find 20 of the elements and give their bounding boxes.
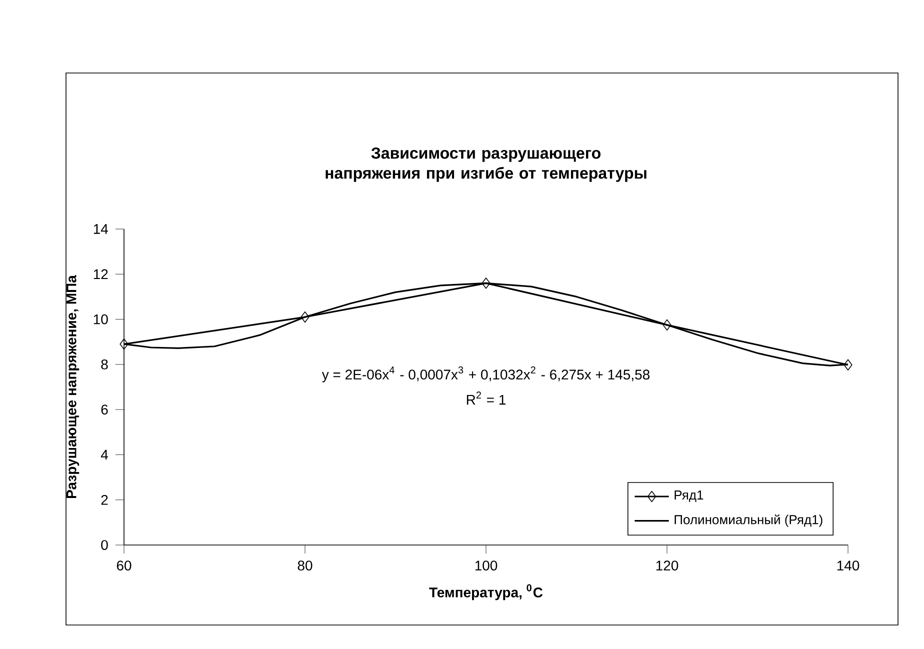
y-tick-label: 8 (101, 359, 108, 370)
x-tick-label: 80 (298, 560, 312, 571)
y-tick-label: 4 (100, 450, 108, 460)
annotation: R$^{2}$ = 1 (466, 392, 506, 405)
annotation: y = 2E-06x$^{4}$ - 0,0007x$^{3}$ + 0,1032x$^{2}$ - 6,275x + 145,58 (322, 366, 650, 382)
x-tick-label: 120 (656, 560, 678, 571)
legend-label: Полиномиальный (Ряд1) (674, 514, 822, 527)
y-tick-label: 2 (101, 494, 108, 505)
y-tick-label: 0 (101, 540, 108, 550)
y-tick-label: 14 (94, 224, 108, 234)
y-tick-label: 6 (101, 404, 108, 415)
x-tick-label: 100 (475, 560, 498, 571)
legend-label: Ряд1 (674, 490, 704, 502)
chart-title: Зависимости разрушающего напряжения при изгибе от температуры (326, 147, 646, 182)
x-tick-label: 60 (116, 560, 132, 571)
y-tick-label: 10 (94, 314, 108, 324)
y-tick-label: 12 (94, 269, 108, 280)
x-tick-label: 140 (837, 560, 860, 571)
x-axis-title: Температура, $^{0}$С (429, 584, 543, 600)
y-axis-title: Разрушающее напряжение, МПа (66, 275, 80, 498)
